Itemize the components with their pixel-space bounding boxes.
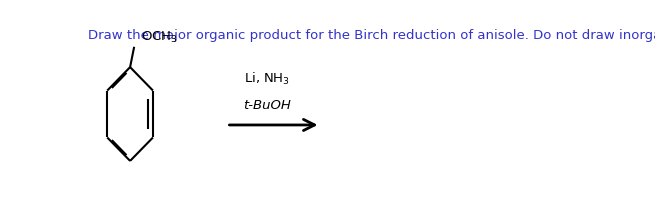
Text: Draw the major organic product for the Birch reduction of anisole. Do not draw i: Draw the major organic product for the B… — [88, 29, 655, 42]
Text: OCH$_3$: OCH$_3$ — [141, 29, 178, 44]
Text: t-BuOH: t-BuOH — [243, 98, 291, 111]
Text: Li, NH$_3$: Li, NH$_3$ — [244, 70, 290, 86]
